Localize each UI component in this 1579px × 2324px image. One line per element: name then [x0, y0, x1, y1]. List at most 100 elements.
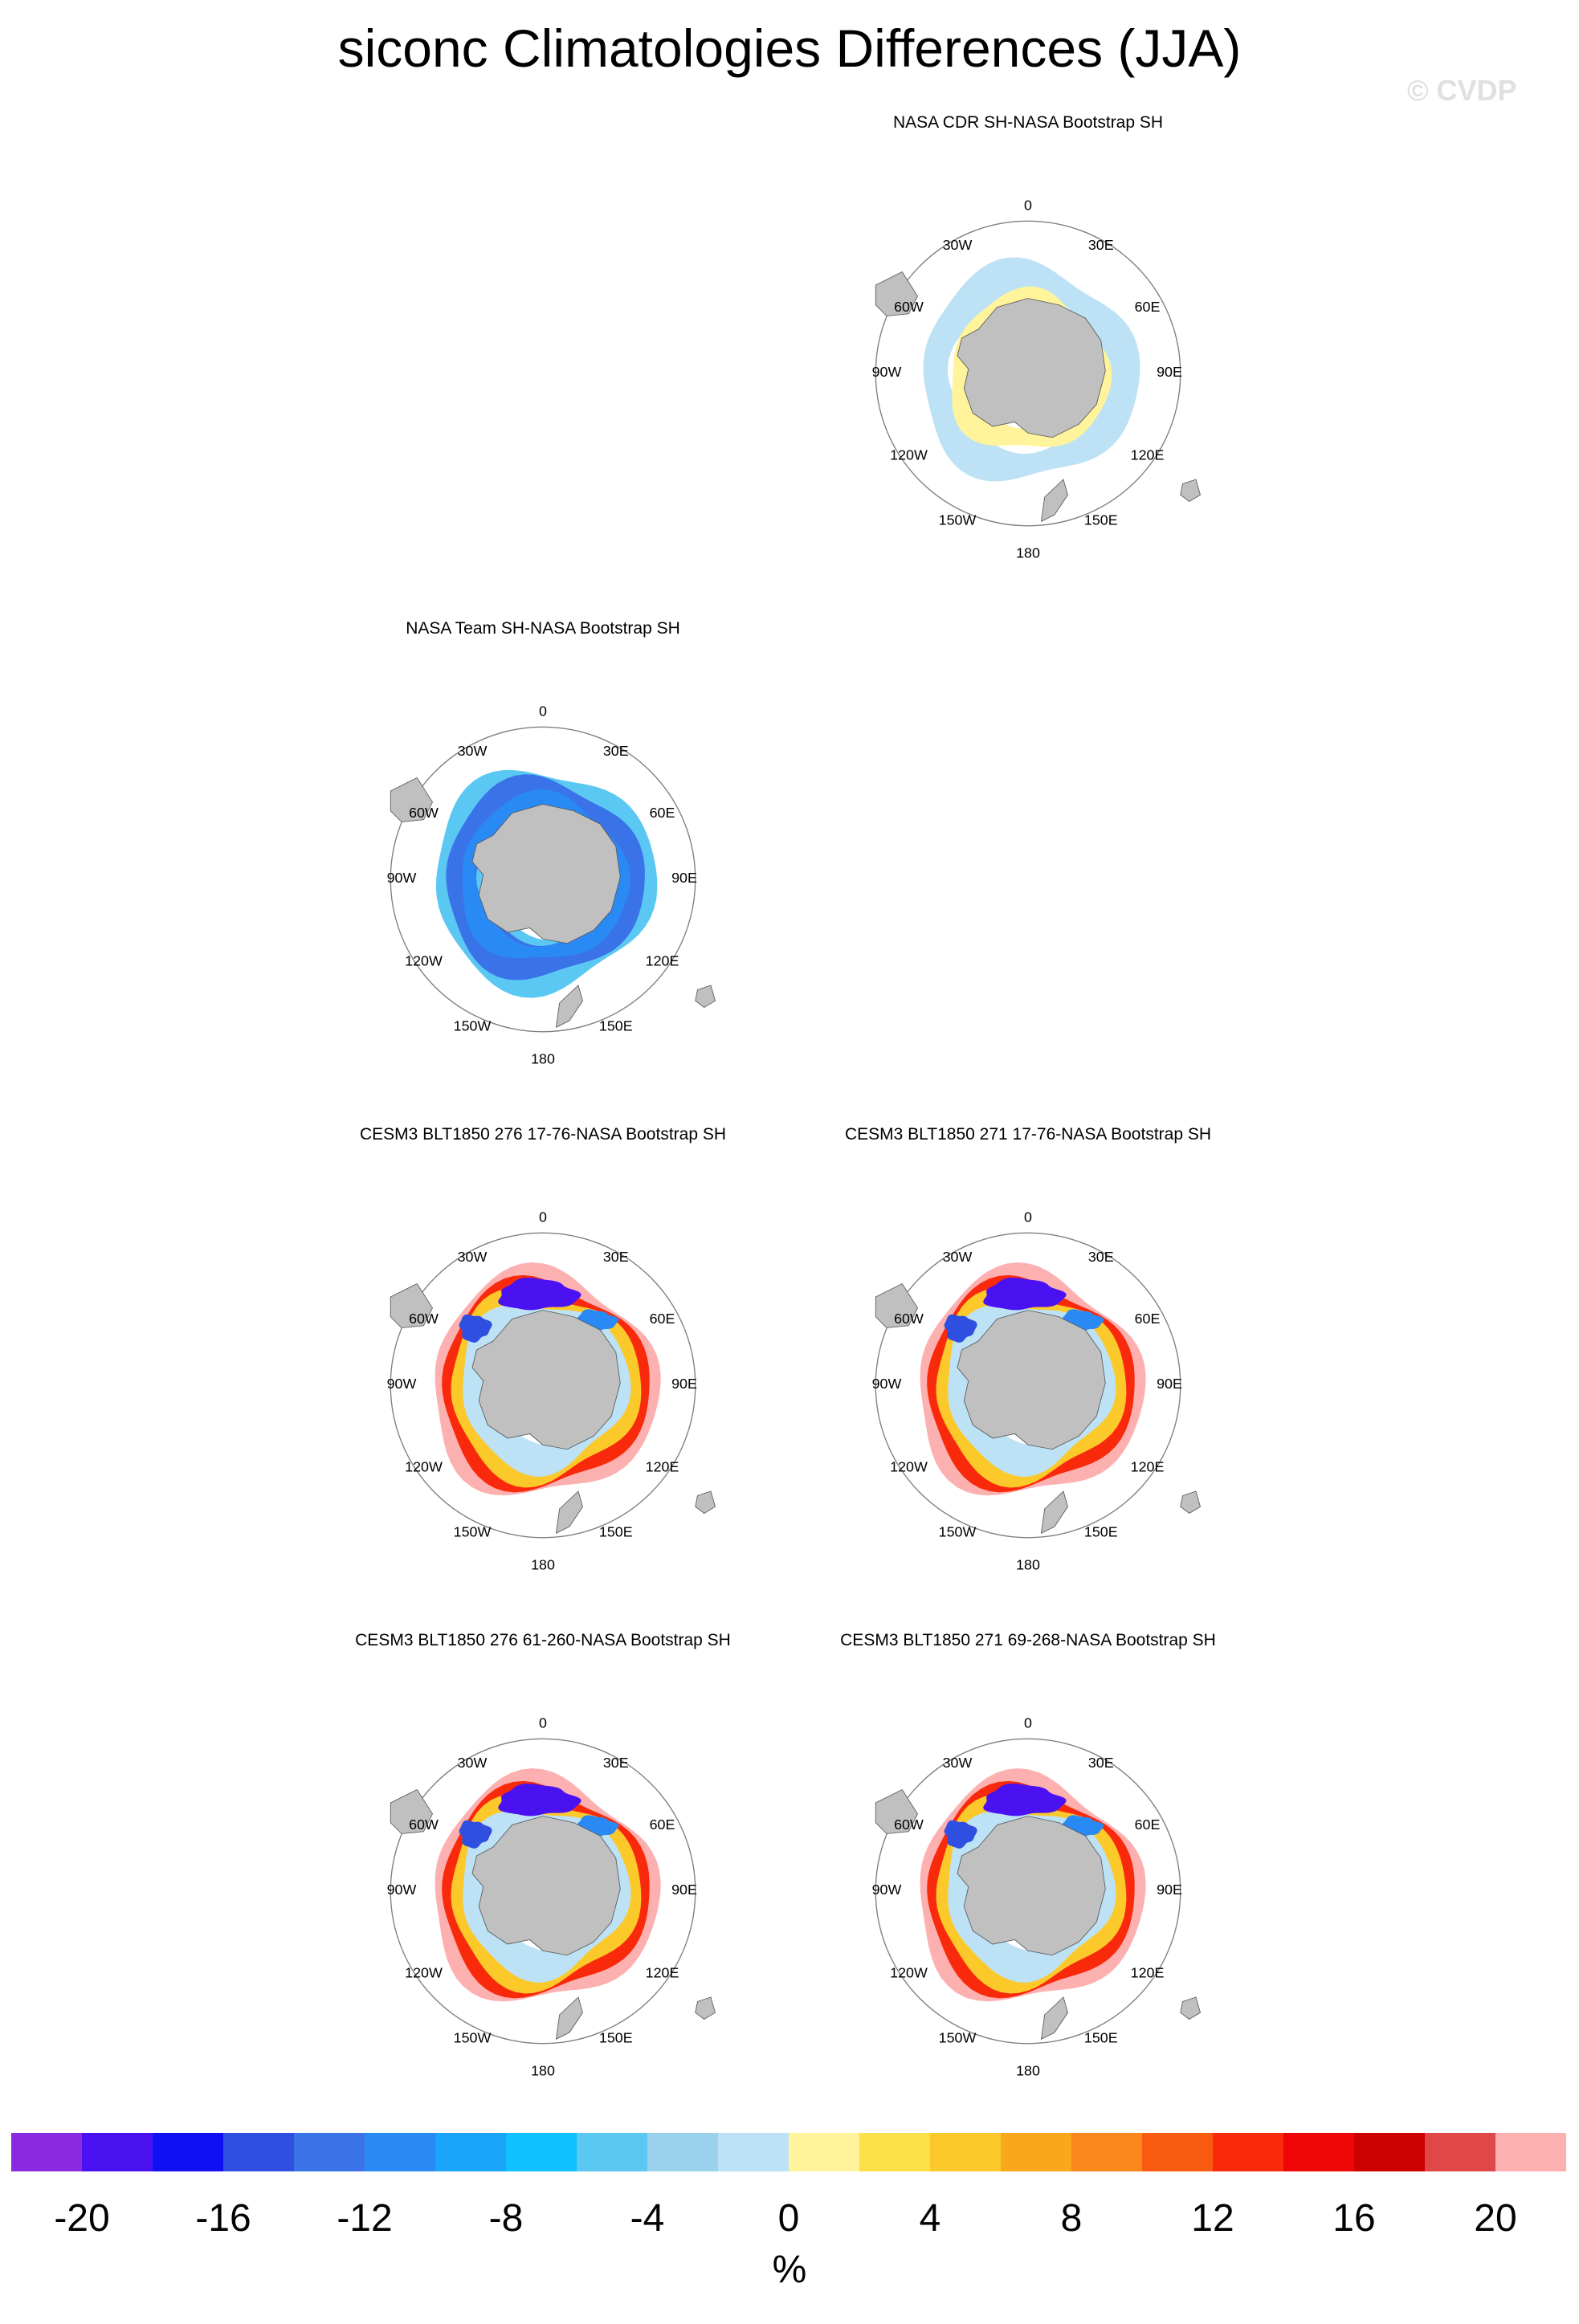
colorbar-box	[223, 2133, 295, 2171]
longitude-label: 60E	[1135, 299, 1161, 315]
antarctica	[471, 804, 621, 944]
colorbar-tick: -20	[54, 2197, 110, 2240]
south-america	[875, 271, 918, 316]
longitude-label: 150W	[454, 2029, 492, 2045]
longitude-label: 150W	[939, 1523, 977, 1539]
longitude-label: 60W	[894, 1311, 924, 1327]
longitude-label: 30W	[458, 1755, 488, 1771]
difference-field	[459, 1820, 492, 1849]
longitude-label: 150E	[599, 1017, 633, 1034]
colorbar-box	[82, 2133, 153, 2171]
south-america	[390, 1282, 433, 1328]
south-america	[875, 1282, 918, 1328]
longitude-label: 150W	[454, 1017, 492, 1034]
colorbar-box	[930, 2133, 1002, 2171]
colorbar-box	[1283, 2133, 1355, 2171]
longitude-label: 120E	[1131, 446, 1165, 463]
colorbar-box	[1213, 2133, 1284, 2171]
longitude-label: 30E	[603, 1249, 629, 1265]
colorbar-tick: 4	[919, 2197, 941, 2240]
colorbar-box	[1142, 2133, 1214, 2171]
longitude-label: 30E	[603, 1755, 629, 1771]
new-zealand	[555, 985, 583, 1028]
colorbar-unit: %	[772, 2249, 807, 2291]
longitude-label: 30W	[943, 1249, 973, 1265]
map-panel-2: NASA Team SH-NASA Bootstrap SH 0 30E 60E 90…	[222, 618, 864, 1132]
longitude-label: 0	[539, 703, 547, 720]
longitude-label: 150E	[599, 2029, 633, 2045]
antarctica	[957, 298, 1106, 438]
australia-fragment	[695, 1996, 716, 2020]
colorbar-tick: -16	[195, 2197, 251, 2240]
figure-title: siconc Climatologies Differences (JJA)	[337, 18, 1242, 78]
difference-field	[498, 1783, 581, 1816]
longitude-label: 120W	[890, 1964, 928, 1980]
colorbar-box	[365, 2133, 436, 2171]
new-zealand	[555, 1490, 583, 1534]
longitude-label: 180	[531, 2063, 555, 2079]
longitude-label: 0	[539, 1209, 547, 1225]
new-zealand	[1040, 1490, 1068, 1534]
longitude-label: 60W	[894, 1816, 924, 1833]
difference-field	[459, 1314, 492, 1343]
longitude-label: 150E	[1084, 512, 1118, 528]
map-panel-3: CESM3 BLT1850 276 17-76-NASA Bootstrap S…	[222, 1124, 864, 1638]
colorbar-box	[1071, 2133, 1143, 2171]
new-zealand	[1040, 1996, 1068, 2040]
difference-field	[983, 1277, 1067, 1311]
australia-fragment	[1180, 1490, 1201, 1514]
australia-fragment	[695, 985, 716, 1008]
longitude-label: 120E	[1131, 1458, 1165, 1474]
colorbar-box	[11, 2133, 83, 2171]
difference-field	[983, 1783, 1067, 1816]
longitude-label: 90E	[1157, 1882, 1182, 1898]
australia-fragment	[695, 1490, 716, 1514]
longitude-label: 120E	[646, 1964, 679, 1980]
longitude-label: 120W	[405, 1458, 443, 1474]
longitude-label: 120W	[890, 1458, 928, 1474]
longitude-label: 150W	[939, 512, 977, 528]
longitude-label: 180	[1016, 545, 1040, 561]
longitude-label: 120W	[405, 952, 443, 968]
longitude-label: 60E	[1135, 1311, 1161, 1327]
longitude-label: 60W	[894, 299, 924, 315]
longitude-label: 90E	[671, 1882, 697, 1898]
colorbar-tick: 0	[777, 2197, 800, 2240]
longitude-label: 60E	[650, 805, 675, 821]
longitude-label: 90E	[671, 1376, 697, 1392]
polar-map: 0 30E 60E 90E 120E 150E 180 150W 120W 90W 60W 30W	[387, 1715, 716, 2079]
south-america	[390, 777, 433, 822]
longitude-label: 60E	[650, 1816, 675, 1833]
colorbar-box	[1425, 2133, 1496, 2171]
colorbar-tick: -4	[630, 2197, 665, 2240]
new-zealand	[1040, 479, 1068, 522]
colorbar-box	[859, 2133, 931, 2171]
longitude-label: 90E	[1157, 1376, 1182, 1392]
longitude-label: 30E	[603, 743, 629, 759]
colorbar-box	[1495, 2133, 1566, 2171]
longitude-label: 150W	[454, 1523, 492, 1539]
longitude-label: 180	[531, 1557, 555, 1573]
polar-map: 0 30E 60E 90E 120E 150E 180 150W 120W 90W 60W 30W	[387, 703, 716, 1067]
colorbar-tick: 16	[1332, 2197, 1376, 2240]
antarctica	[957, 1310, 1106, 1450]
polar-map: 0 30E 60E 90E 120E 150E 180 150W 120W 90W 60W 30W	[387, 1209, 716, 1573]
longitude-label: 0	[1024, 1209, 1032, 1225]
longitude-label: 90W	[387, 1376, 417, 1392]
longitude-label: 120W	[405, 1964, 443, 1980]
longitude-label: 60W	[409, 805, 439, 821]
difference-field	[944, 1820, 977, 1849]
colorbar-box	[1354, 2133, 1426, 2171]
longitude-label: 0	[539, 1715, 547, 1731]
longitude-label: 180	[1016, 2063, 1040, 2079]
south-america	[390, 1788, 433, 1834]
longitude-label: 60W	[409, 1311, 439, 1327]
antarctica	[957, 1816, 1106, 1956]
longitude-label: 30E	[1088, 1249, 1114, 1265]
australia-fragment	[1180, 479, 1201, 502]
longitude-label: 30W	[943, 237, 973, 253]
longitude-label: 120W	[890, 446, 928, 463]
colorbar-box	[294, 2133, 365, 2171]
longitude-label: 90W	[872, 1376, 902, 1392]
colorbar-box	[789, 2133, 860, 2171]
